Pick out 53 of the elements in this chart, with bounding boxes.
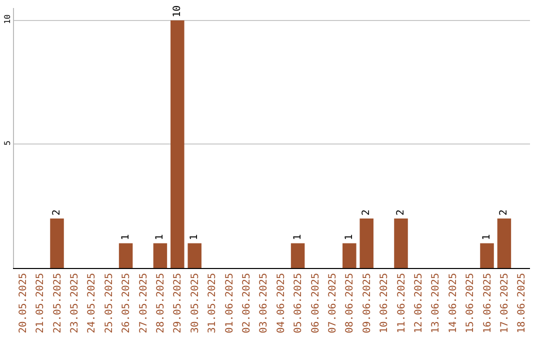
bar <box>360 218 374 268</box>
x-tick-label: 31.05.2025 <box>207 273 218 334</box>
data-label: 2 <box>498 209 510 216</box>
bar <box>50 218 64 268</box>
data-label: 1 <box>120 234 132 240</box>
x-tick-label: 23.05.2025 <box>69 273 80 334</box>
x-tick-label: 01.06.2025 <box>224 273 236 334</box>
x-tick-label: 07.06.2025 <box>327 273 338 334</box>
data-label: 2 <box>52 209 62 216</box>
x-tick-label: 30.05.2025 <box>190 273 201 334</box>
x-tick-label: 27.05.2025 <box>138 273 150 334</box>
x-tick-label: 03.06.2025 <box>258 273 270 334</box>
bar <box>497 218 512 268</box>
x-tick-label: 08.06.2025 <box>344 273 356 334</box>
bar <box>480 243 494 268</box>
x-tick-label: 06.06.2025 <box>310 273 322 334</box>
x-tick-label: 22.05.2025 <box>52 273 64 334</box>
data-label: 2 <box>361 209 372 216</box>
x-tick-label: 09.06.2025 <box>362 273 373 334</box>
x-tick-label: 05.06.2025 <box>293 273 304 334</box>
x-tick-label: 02.06.2025 <box>241 273 252 334</box>
data-label: 1 <box>344 234 355 240</box>
data-label: 1 <box>482 234 492 240</box>
x-tick-label: 17.06.2025 <box>499 273 510 334</box>
x-tick-label: 26.05.2025 <box>121 273 132 334</box>
x-tick-label: 28.05.2025 <box>155 273 166 334</box>
bar <box>153 243 168 268</box>
x-tick-label: 29.05.2025 <box>172 273 184 334</box>
data-label: 1 <box>154 234 166 240</box>
data-label: 1 <box>292 234 304 240</box>
x-tick-label: 24.05.2025 <box>86 273 98 334</box>
x-tick-label: 25.05.2025 <box>104 273 115 334</box>
bar <box>118 243 133 268</box>
x-tick-label: 16.06.2025 <box>482 273 494 334</box>
x-tick-label: 18.06.2025 <box>516 273 528 334</box>
bar <box>170 20 184 268</box>
bar <box>394 218 408 268</box>
x-tick-label: 13.06.2025 <box>430 273 442 334</box>
data-label: 1 <box>189 234 200 240</box>
x-tick-label: 15.06.2025 <box>465 273 476 334</box>
x-tick-label: 14.06.2025 <box>448 273 459 334</box>
x-tick-label: 04.06.2025 <box>276 273 287 334</box>
x-tick-label: 11.06.2025 <box>396 273 408 334</box>
x-tick-label: 10.06.2025 <box>379 273 390 334</box>
data-label: 2 <box>396 209 406 216</box>
x-tick-label: 20.05.2025 <box>18 273 29 334</box>
bar <box>342 243 356 268</box>
bar <box>188 243 202 268</box>
data-label: 10 <box>172 5 183 18</box>
x-tick-label: 21.05.2025 <box>35 273 46 334</box>
x-tick-label: 12.06.2025 <box>413 273 424 334</box>
bar <box>290 243 305 268</box>
y-tick-label: 5 <box>2 140 12 146</box>
